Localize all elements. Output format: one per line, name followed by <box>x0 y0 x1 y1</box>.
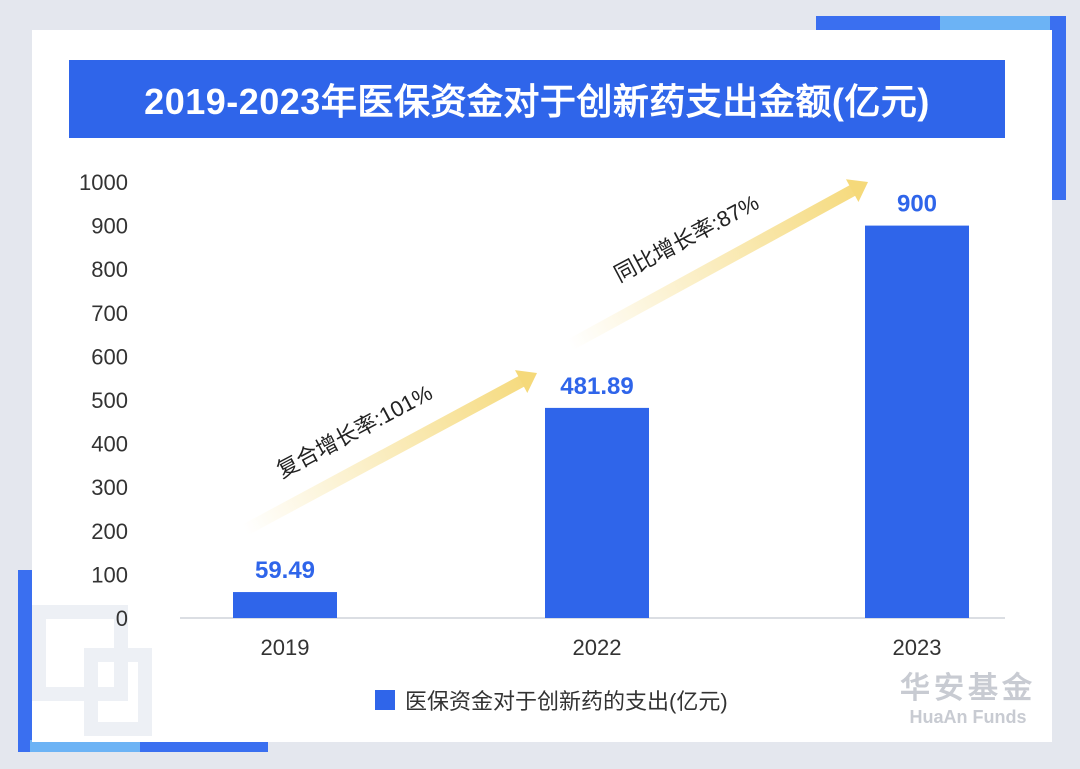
brand-name-cn: 华安基金 <box>900 672 1036 705</box>
corner-accent-left <box>18 570 32 752</box>
legend-swatch <box>375 690 395 710</box>
corner-accent-bottom-left-light <box>30 740 140 752</box>
growth-annotation: 同比增长率:87% <box>610 190 763 287</box>
corner-accent-right <box>1052 16 1066 200</box>
x-tick-label: 2022 <box>573 635 622 660</box>
corner-accent-top-right-light <box>940 16 1050 30</box>
chart-title: 2019-2023年医保资金对于创新药支出金额(亿元) <box>69 60 1005 138</box>
x-tick-label: 2023 <box>893 635 942 660</box>
growth-arrow-head <box>514 370 537 393</box>
x-tick-label: 2019 <box>261 635 310 660</box>
growth-annotations: 复合增长率:101%同比增长率:87% <box>273 190 764 483</box>
bar <box>545 407 649 618</box>
value-label: 59.49 <box>255 557 315 584</box>
y-tick-label: 200 <box>91 519 128 544</box>
bar <box>865 225 969 618</box>
legend-label: 医保资金对于创新药的支出(亿元) <box>405 689 728 714</box>
value-labels: 59.49 481.89 900 <box>255 191 937 584</box>
y-tick-label: 700 <box>91 301 128 326</box>
growth-arrow <box>564 184 859 351</box>
y-tick-label: 900 <box>91 214 128 239</box>
legend: 医保资金对于创新药的支出(亿元) <box>375 684 728 716</box>
decor-square-outline-2 <box>84 648 152 736</box>
growth-arrow-head <box>845 179 868 203</box>
brand-logo: 华安基金 HuaAn Funds <box>898 672 1038 728</box>
brand-name-en: HuaAn Funds <box>909 707 1027 727</box>
y-tick-label: 800 <box>91 257 128 282</box>
growth-arrows <box>239 179 868 536</box>
y-tick-label: 1000 <box>79 170 128 195</box>
y-tick-label: 300 <box>91 475 128 500</box>
value-label: 900 <box>897 191 937 218</box>
y-tick-label: 600 <box>91 344 128 369</box>
y-tick-label: 0 <box>116 606 128 631</box>
y-axis-ticks: 0 100 200 300 400 500 600 700 800 900 1000 <box>79 170 128 631</box>
bars <box>233 225 969 618</box>
growth-arrow <box>239 375 528 536</box>
y-tick-label: 500 <box>91 388 128 413</box>
x-axis-categories: 2019 2022 2023 <box>261 635 942 660</box>
y-tick-label: 400 <box>91 432 128 457</box>
value-label: 481.89 <box>560 373 633 400</box>
bar <box>233 592 337 618</box>
y-tick-label: 100 <box>91 562 128 587</box>
